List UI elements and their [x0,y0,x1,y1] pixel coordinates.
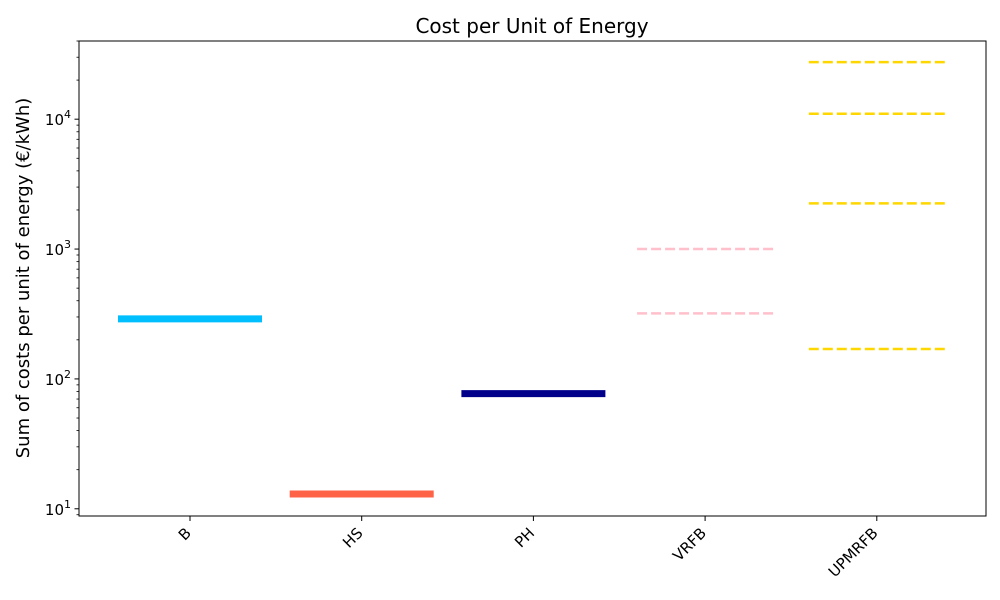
segments-layer [118,60,945,498]
y-axis-label: Sum of costs per unit of energy (€/kWh) [13,98,34,459]
x-tick-label-upmrfb: UPMRFB [825,524,882,581]
x-tick-label-hs: HS [339,524,366,551]
y-ticks-layer: 101 102 103 104 [45,40,79,519]
x-tick-label-b: B [175,524,195,544]
chart-title: Cost per Unit of Energy [415,14,648,38]
x-tick-label-ph: PH [511,524,538,551]
plot-frame [78,40,987,517]
y-tick-label: 103 [45,238,71,259]
x-ticks-layer: B HS PH VRFB UPMRFB [175,516,882,581]
plot-area: 101 102 103 104 B HS PH VRFB UPMRFB [45,40,987,581]
y-tick-label: 104 [45,108,71,129]
y-tick-label: 102 [45,368,71,389]
y-tick-label: 101 [45,498,71,519]
x-tick-label-vrfb: VRFB [669,524,710,565]
